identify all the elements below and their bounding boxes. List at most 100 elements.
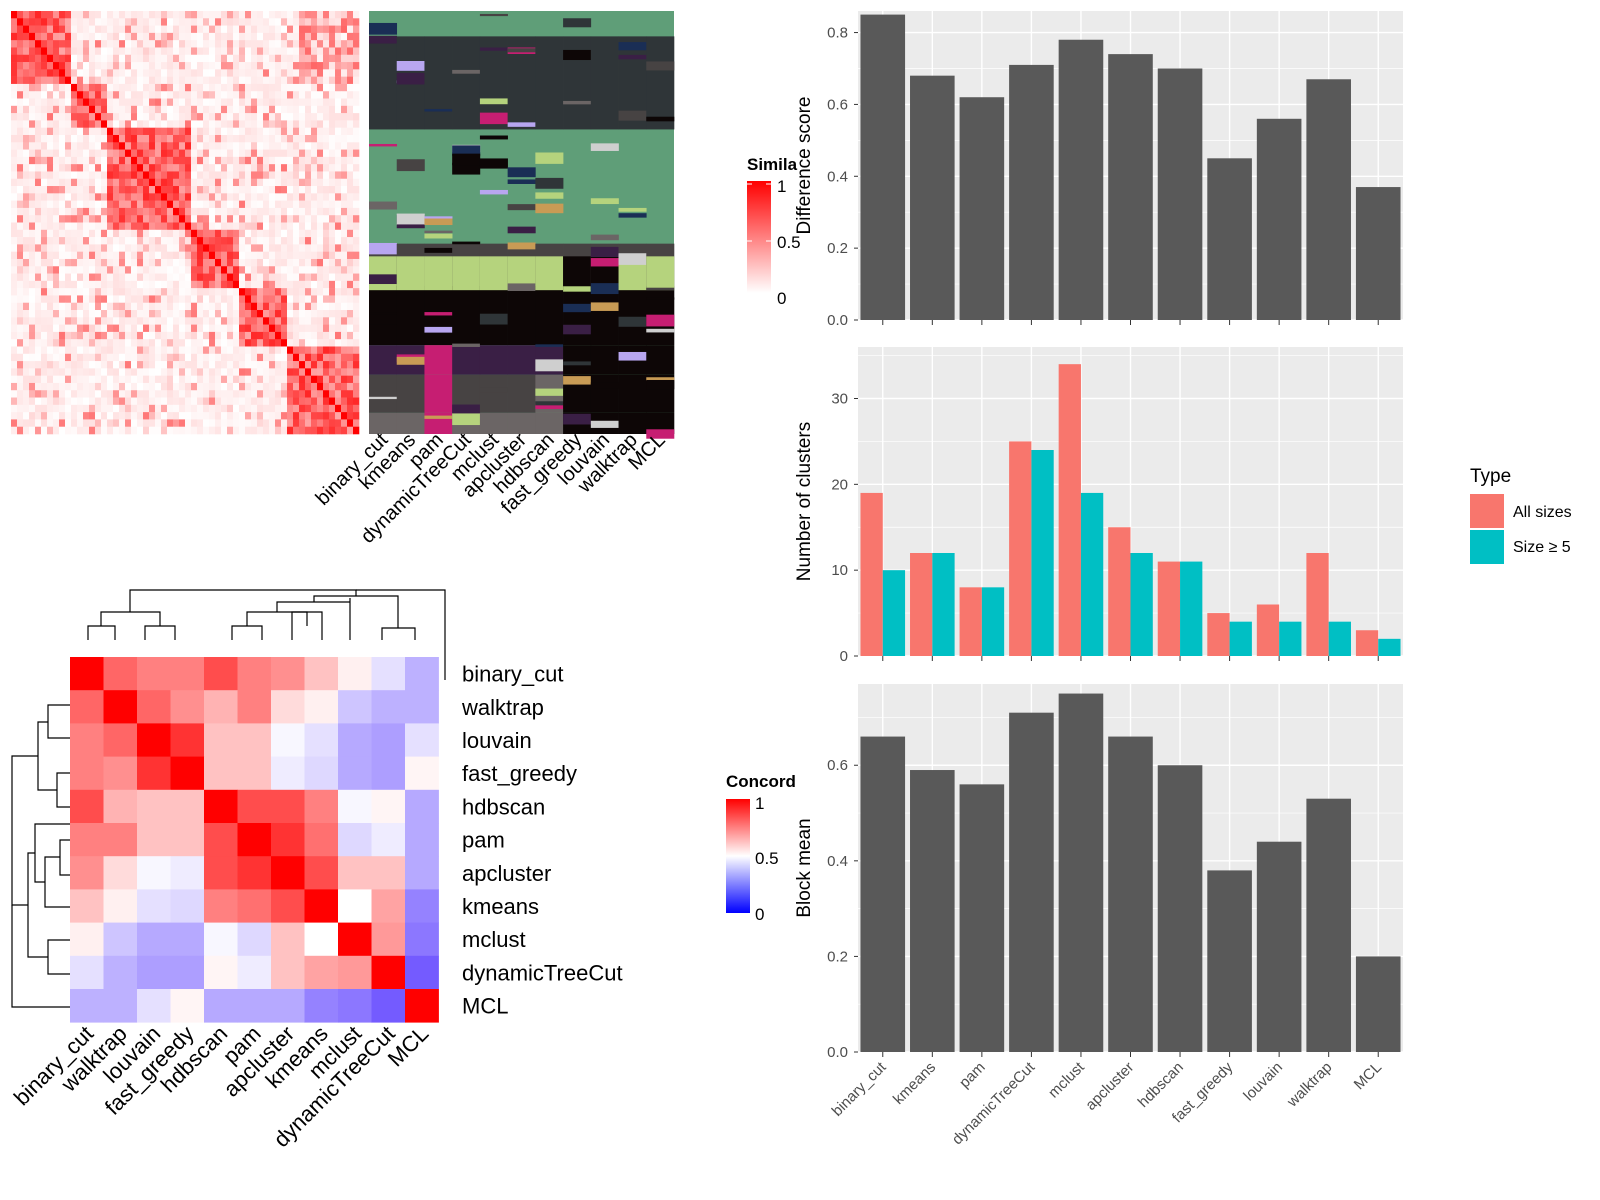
similarity-cell bbox=[125, 404, 132, 413]
similarity-cell bbox=[287, 302, 294, 311]
similarity-cell bbox=[293, 317, 300, 325]
similarity-cell bbox=[299, 25, 306, 34]
similarity-cell bbox=[65, 273, 72, 282]
similarity-cell bbox=[65, 361, 72, 369]
similarity-cell bbox=[41, 18, 48, 26]
similarity-cell bbox=[131, 142, 138, 150]
similarity-cell bbox=[107, 113, 114, 121]
similarity-cell bbox=[275, 229, 282, 238]
similarity-cell bbox=[125, 251, 132, 260]
similarity-cell bbox=[173, 25, 180, 34]
similarity-cell bbox=[179, 310, 186, 318]
similarity-cell bbox=[227, 164, 234, 172]
similarity-cell bbox=[119, 40, 126, 48]
similarity-cell bbox=[53, 105, 60, 114]
similarity-cell bbox=[191, 40, 198, 48]
similarity-cell bbox=[113, 222, 120, 231]
similarity-cell bbox=[167, 193, 174, 201]
similarity-cell bbox=[293, 98, 300, 107]
similarity-cell bbox=[113, 317, 120, 325]
similarity-cell bbox=[245, 207, 252, 216]
similarity-cell bbox=[89, 25, 96, 34]
similarity-cell bbox=[143, 397, 150, 406]
similarity-cell bbox=[263, 113, 270, 121]
membership-block bbox=[618, 374, 647, 413]
similarity-cell bbox=[209, 215, 216, 223]
concordance-cell bbox=[137, 989, 171, 1023]
similarity-cell bbox=[275, 62, 282, 70]
concordance-cell bbox=[338, 922, 372, 957]
similarity-cell bbox=[281, 69, 288, 77]
similarity-cell bbox=[155, 280, 162, 289]
similarity-cell bbox=[305, 222, 312, 231]
similarity-cell bbox=[257, 156, 264, 165]
concordance-cell bbox=[304, 889, 339, 923]
similarity-cell bbox=[275, 412, 282, 420]
similarity-cell bbox=[95, 47, 102, 56]
similarity-cell bbox=[83, 207, 90, 216]
similarity-cell bbox=[179, 361, 186, 369]
similarity-cell bbox=[251, 229, 258, 238]
similarity-cell bbox=[227, 324, 234, 333]
similarity-cell bbox=[197, 142, 204, 150]
similarity-cell bbox=[137, 280, 144, 289]
similarity-cell bbox=[137, 134, 144, 143]
similarity-cell bbox=[29, 171, 36, 180]
similarity-cell bbox=[245, 47, 252, 56]
similarity-cell bbox=[59, 222, 66, 231]
similarity-cell bbox=[245, 237, 252, 245]
similarity-cell bbox=[323, 375, 330, 384]
similarity-cell bbox=[167, 171, 174, 180]
similarity-cell bbox=[113, 397, 120, 406]
similarity-cell bbox=[263, 47, 270, 56]
similarity-cell bbox=[197, 25, 204, 34]
similarity-cell bbox=[11, 142, 18, 150]
similarity-cell bbox=[287, 186, 294, 194]
similarity-cell bbox=[83, 390, 90, 398]
similarity-cell bbox=[293, 178, 300, 187]
similarity-cell bbox=[47, 207, 54, 216]
similarity-cell bbox=[281, 339, 288, 347]
concordance-cell bbox=[70, 922, 104, 957]
similarity-cell bbox=[59, 76, 66, 85]
similarity-cell bbox=[287, 200, 294, 209]
bar bbox=[1229, 621, 1252, 656]
similarity-cell bbox=[209, 149, 216, 158]
similarity-cell bbox=[275, 419, 282, 427]
similarity-cell bbox=[311, 317, 318, 325]
similarity-cell bbox=[149, 200, 156, 209]
similarity-cell bbox=[47, 120, 54, 128]
similarity-cell bbox=[341, 273, 348, 282]
similarity-cell bbox=[179, 222, 186, 231]
similarity-cell bbox=[113, 178, 120, 187]
similarity-cell bbox=[131, 207, 138, 216]
similarity-cell bbox=[83, 120, 90, 128]
similarity-cell bbox=[353, 83, 360, 92]
similarity-cell bbox=[353, 251, 360, 260]
similarity-cell bbox=[227, 171, 234, 180]
similarity-cell bbox=[47, 251, 54, 260]
membership-block bbox=[452, 345, 481, 375]
concordance-cell bbox=[237, 856, 272, 890]
similarity-cell bbox=[185, 105, 192, 114]
similarity-cell bbox=[341, 11, 348, 19]
similarity-cell bbox=[269, 207, 276, 216]
similarity-cell bbox=[227, 382, 234, 391]
similarity-cell bbox=[89, 200, 96, 209]
similarity-cell bbox=[311, 200, 318, 209]
similarity-cell bbox=[311, 404, 318, 413]
similarity-cell bbox=[137, 324, 144, 333]
similarity-cell bbox=[185, 368, 192, 376]
membership-stripe bbox=[535, 177, 564, 189]
similarity-cell bbox=[257, 382, 264, 391]
similarity-cell bbox=[131, 229, 138, 238]
similarity-cell bbox=[305, 310, 312, 318]
similarity-cell bbox=[173, 200, 180, 209]
similarity-cell bbox=[23, 164, 30, 172]
similarity-cell bbox=[347, 375, 354, 384]
similarity-cell bbox=[89, 346, 96, 355]
similarity-cell bbox=[59, 178, 66, 187]
similarity-cell bbox=[95, 229, 102, 238]
similarity-cell bbox=[155, 156, 162, 165]
similarity-cell bbox=[299, 266, 306, 274]
